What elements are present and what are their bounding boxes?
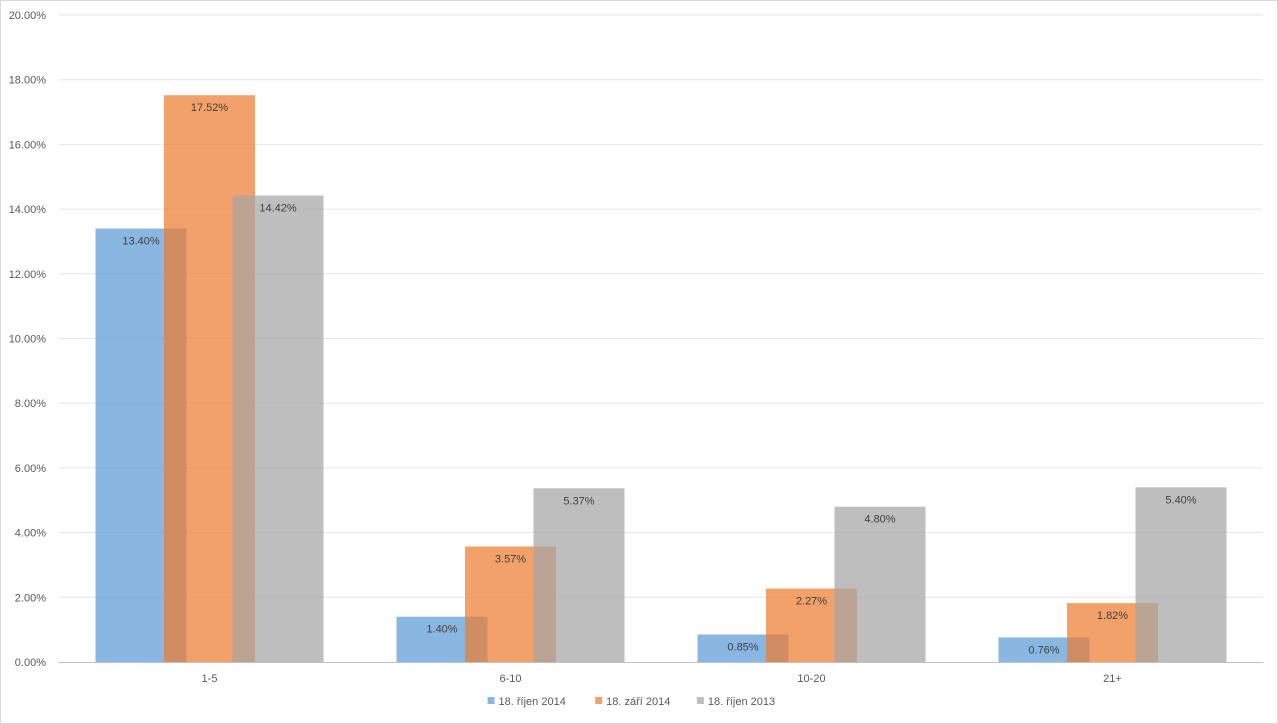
legend: 18. říjen 2014 18. září 2014 18. říjen 201… xyxy=(487,696,775,708)
y-tick-label: 14.00% xyxy=(9,204,47,216)
bar-18-rijen-2013-10-20 xyxy=(834,506,926,662)
data-label: 13.40% xyxy=(122,236,160,248)
data-label: 0.76% xyxy=(1028,644,1059,656)
y-tick-label: 20.00% xyxy=(9,10,47,22)
legend-item-18-rijen-2013: 18. říjen 2013 xyxy=(696,696,775,708)
y-tick-label: 16.00% xyxy=(9,139,47,151)
y-tick-label: 10.00% xyxy=(9,334,47,346)
data-label: 3.57% xyxy=(495,554,526,566)
data-label: 4.80% xyxy=(864,514,895,526)
data-label: 2.27% xyxy=(796,596,827,608)
data-label: 5.37% xyxy=(563,495,594,507)
legend-swatch xyxy=(487,697,495,704)
data-label: 0.85% xyxy=(727,642,758,654)
bar-18-rijen-2013-21 xyxy=(1135,487,1227,662)
data-label: 5.40% xyxy=(1165,494,1196,506)
data-labels: 13.40% 1.40% 0.85% 0.76% 17.52% 3.57% 2.27% 1.8… xyxy=(122,102,1196,656)
x-axis-tick-labels: 1-5 6-10 10-20 21+ xyxy=(202,673,1122,685)
legend-label: 18. září 2014 xyxy=(606,696,670,708)
x-tick-label: 10-20 xyxy=(797,673,825,685)
y-tick-label: 2.00% xyxy=(15,592,46,604)
legend-swatch xyxy=(595,697,603,704)
data-label: 1.40% xyxy=(426,624,457,636)
x-tick-label: 21+ xyxy=(1103,673,1122,685)
bar-18-rijen-2013-6-10 xyxy=(533,488,625,662)
bars xyxy=(95,95,1227,662)
bar-18-rijen-2013-1-5 xyxy=(232,195,324,662)
legend-item-18-rijen-2014: 18. říjen 2014 xyxy=(487,696,566,708)
y-tick-label: 8.00% xyxy=(15,398,46,410)
y-tick-label: 12.00% xyxy=(9,269,47,281)
legend-item-18-zari-2014: 18. září 2014 xyxy=(595,696,670,708)
y-axis-tick-labels: 0.00% 2.00% 4.00% 6.00% 8.00% 10.00% 12.00% 14.… xyxy=(9,10,47,669)
data-label: 1.82% xyxy=(1097,610,1128,622)
data-label: 14.42% xyxy=(259,203,297,215)
y-tick-label: 4.00% xyxy=(15,528,46,540)
x-tick-label: 6-10 xyxy=(499,673,521,685)
y-tick-label: 18.00% xyxy=(9,75,47,87)
data-label: 17.52% xyxy=(191,102,229,114)
x-tick-label: 1-5 xyxy=(202,673,218,685)
legend-swatch xyxy=(696,697,704,704)
legend-label: 18. říjen 2014 xyxy=(499,696,566,708)
y-tick-label: 0.00% xyxy=(15,657,46,669)
y-tick-label: 6.00% xyxy=(15,463,46,475)
legend-label: 18. říjen 2013 xyxy=(708,696,775,708)
